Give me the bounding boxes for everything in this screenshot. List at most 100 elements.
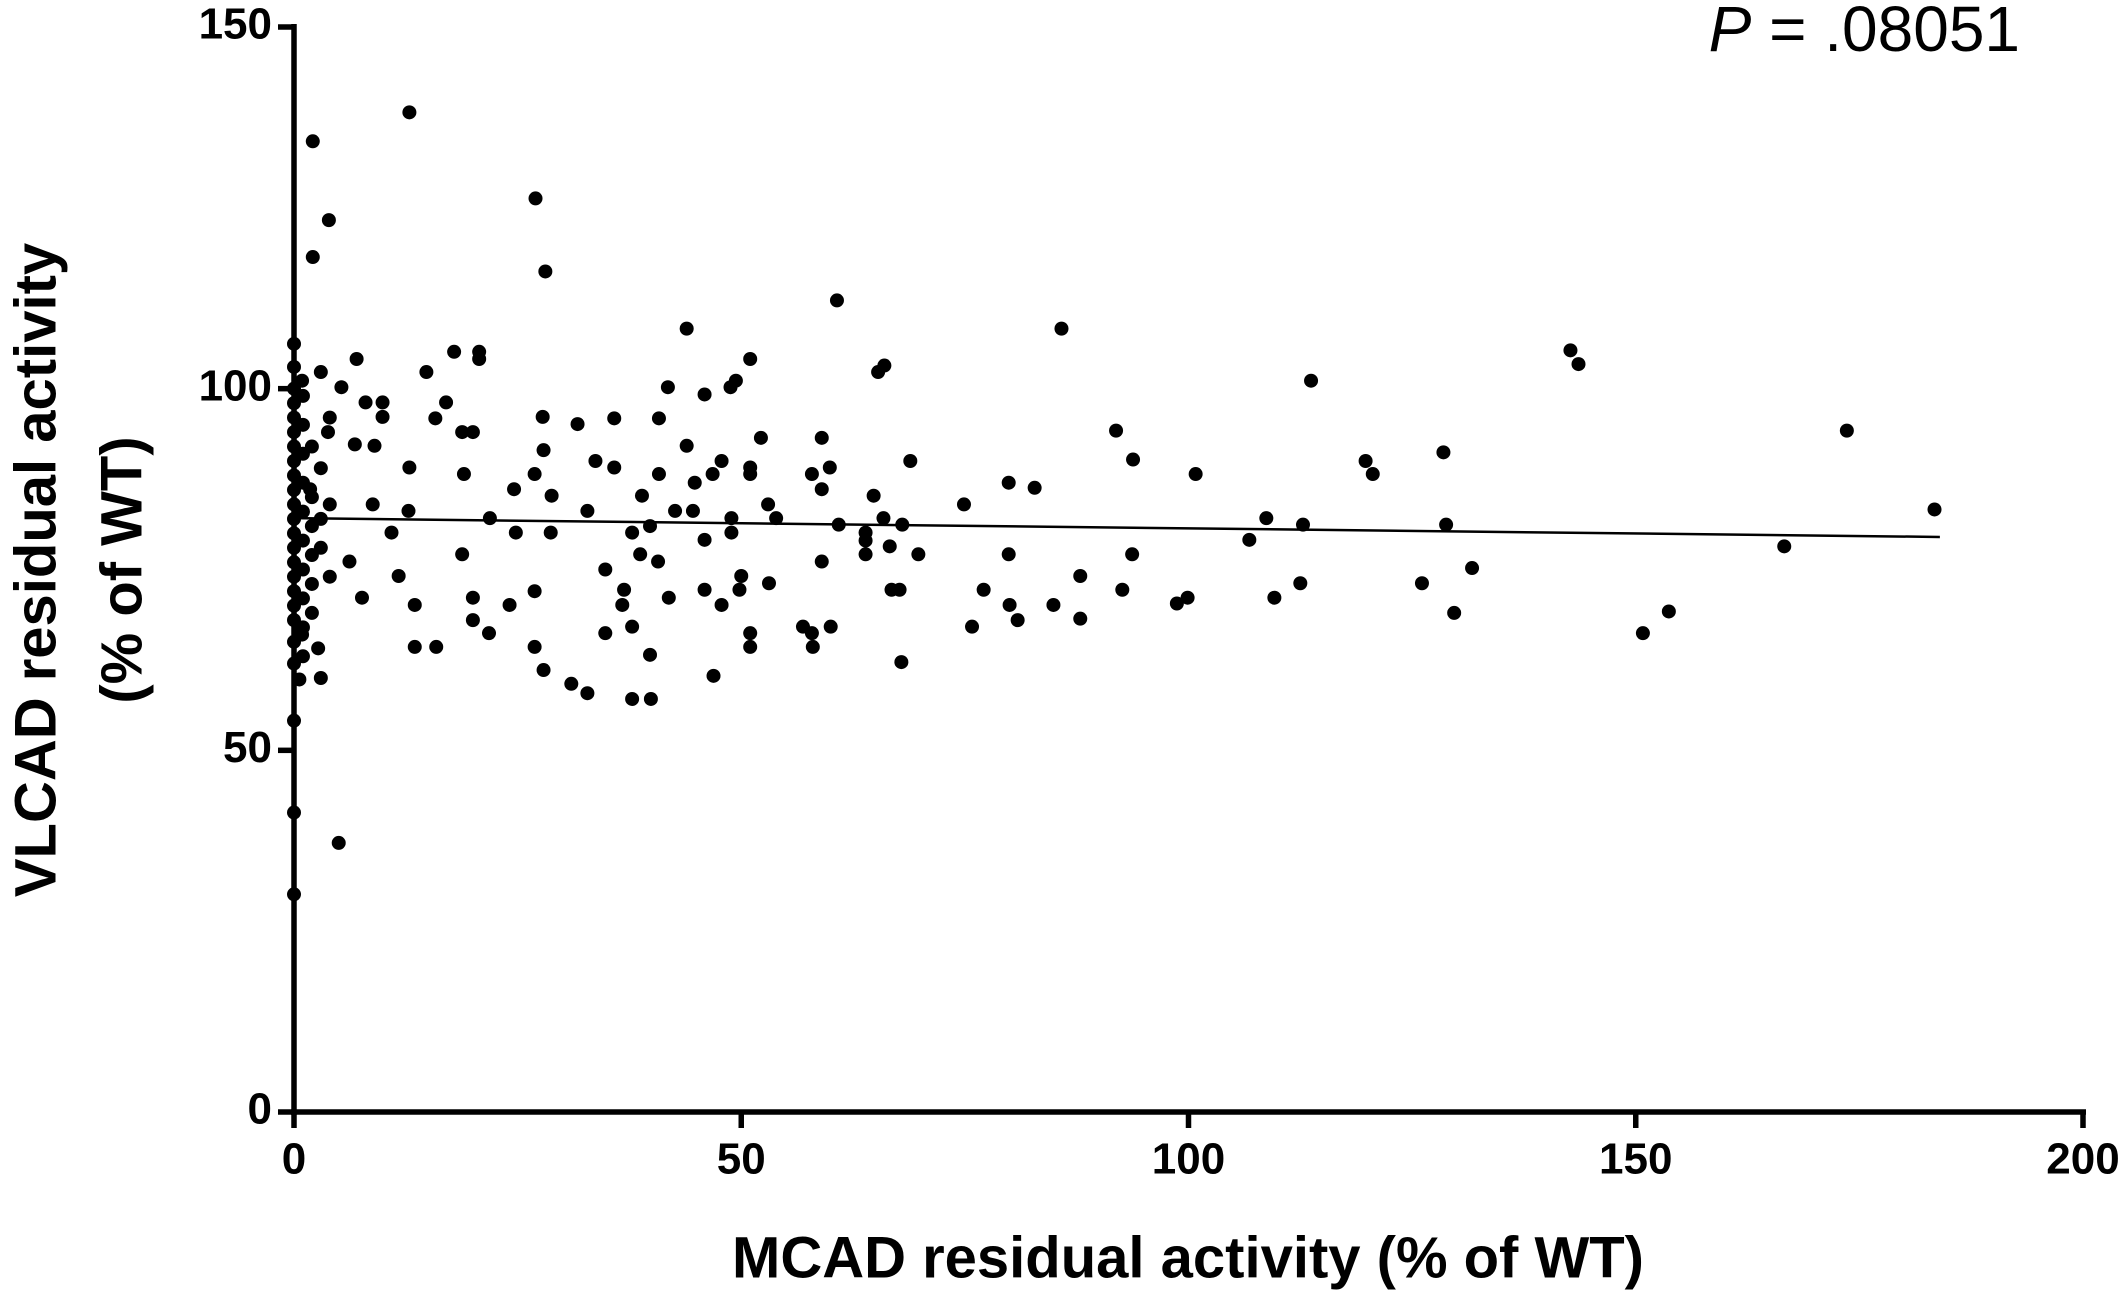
point — [465, 590, 480, 605]
point — [1188, 467, 1203, 482]
point — [761, 497, 776, 512]
point — [588, 454, 603, 468]
point — [1109, 423, 1124, 438]
point — [1115, 582, 1130, 597]
point — [287, 336, 301, 351]
x-tick-label: 100 — [1152, 1135, 1225, 1184]
point — [625, 619, 640, 634]
point — [295, 649, 310, 664]
point — [402, 460, 417, 475]
point — [714, 454, 729, 468]
point — [305, 250, 320, 265]
point — [660, 380, 675, 395]
y-axis-title: VLCAD residual activity — [3, 243, 68, 897]
point — [858, 547, 873, 562]
point — [1927, 502, 1942, 517]
y-tick-label: 150 — [199, 0, 272, 49]
annotation: P = .08051 — [1709, 0, 2020, 65]
point — [1295, 517, 1310, 532]
y-tick-label: 50 — [223, 723, 272, 772]
point — [465, 425, 480, 440]
point — [1180, 590, 1195, 605]
point — [814, 482, 829, 497]
point — [287, 887, 301, 902]
x-axis-title: MCAD residual activity (% of WT) — [732, 1225, 1644, 1290]
point — [753, 430, 768, 445]
point — [598, 626, 613, 641]
point — [724, 525, 739, 540]
point — [743, 467, 758, 482]
point — [679, 438, 694, 453]
point — [769, 511, 784, 526]
point — [598, 562, 613, 577]
point — [322, 569, 337, 584]
point — [1027, 480, 1042, 495]
x-tick-label: 0 — [282, 1135, 306, 1184]
point — [507, 482, 522, 497]
point — [1242, 532, 1257, 547]
point — [482, 626, 497, 641]
point — [706, 668, 721, 683]
trendline — [293, 516, 1940, 539]
point — [287, 634, 301, 649]
point — [724, 511, 739, 526]
point — [1073, 569, 1088, 584]
point — [535, 409, 550, 424]
point — [965, 619, 980, 634]
point — [304, 490, 319, 505]
point — [295, 504, 310, 519]
point — [1635, 626, 1650, 641]
point — [543, 525, 558, 540]
point — [805, 639, 820, 654]
point — [643, 647, 658, 662]
point — [876, 511, 891, 526]
point — [305, 134, 320, 149]
point — [668, 503, 683, 518]
point — [349, 352, 364, 367]
point — [866, 488, 881, 503]
point — [1439, 517, 1454, 532]
point — [651, 467, 666, 482]
point — [1125, 547, 1140, 562]
point — [528, 191, 543, 206]
point — [734, 569, 749, 584]
point — [651, 411, 666, 426]
x-tick-label: 150 — [1599, 1135, 1672, 1184]
y-tick-label: 100 — [199, 361, 272, 410]
point — [651, 554, 666, 569]
point — [1046, 597, 1061, 612]
point — [814, 430, 829, 445]
point — [884, 582, 899, 597]
point — [743, 626, 758, 641]
point — [1563, 343, 1578, 358]
point — [287, 359, 301, 374]
point — [428, 411, 443, 426]
point — [625, 525, 640, 540]
point — [814, 554, 829, 569]
point — [311, 641, 326, 656]
point — [331, 835, 346, 850]
point — [482, 511, 497, 526]
point — [322, 410, 337, 425]
x-tick-label: 50 — [717, 1135, 766, 1184]
point — [508, 525, 523, 540]
point — [465, 613, 480, 628]
point — [320, 425, 335, 440]
point — [732, 582, 747, 597]
point — [903, 454, 918, 468]
point — [580, 503, 595, 518]
point — [1126, 452, 1141, 467]
point — [1365, 467, 1380, 482]
point — [661, 590, 676, 605]
point — [1267, 590, 1282, 605]
point — [304, 576, 319, 591]
point — [295, 417, 310, 432]
point — [761, 576, 776, 591]
annotation-text: = .08051 — [1751, 0, 2020, 65]
point — [295, 533, 310, 548]
point — [829, 293, 844, 308]
point — [455, 547, 470, 562]
point — [447, 344, 462, 359]
point — [527, 639, 542, 654]
point — [564, 676, 579, 691]
